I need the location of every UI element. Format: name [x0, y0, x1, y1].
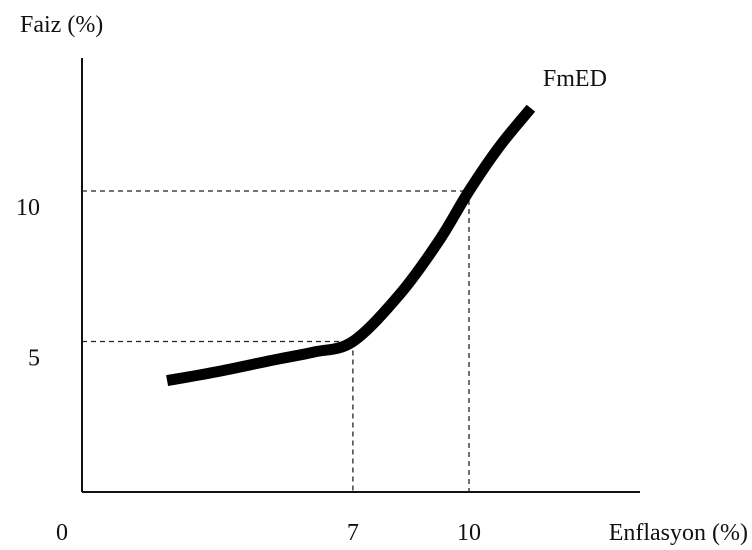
- x-tick-label-7: 7: [347, 520, 359, 546]
- y-axis-title: Faiz (%): [20, 12, 103, 38]
- origin-label: 0: [56, 520, 68, 546]
- series-label-fmed: FmED: [543, 66, 607, 92]
- y-tick-label-5: 5: [28, 346, 40, 372]
- series-line-fmed: [166, 104, 536, 387]
- axes: [81, 58, 640, 493]
- x-axis-title: Enflasyon (%): [609, 520, 748, 546]
- y-tick-label-10: 10: [16, 195, 40, 221]
- reference-lines: [82, 190, 470, 492]
- x-tick-label-10: 10: [457, 520, 481, 546]
- series-layer: FmED: [166, 66, 607, 387]
- tick-labels: 7 10 5 10: [16, 195, 481, 546]
